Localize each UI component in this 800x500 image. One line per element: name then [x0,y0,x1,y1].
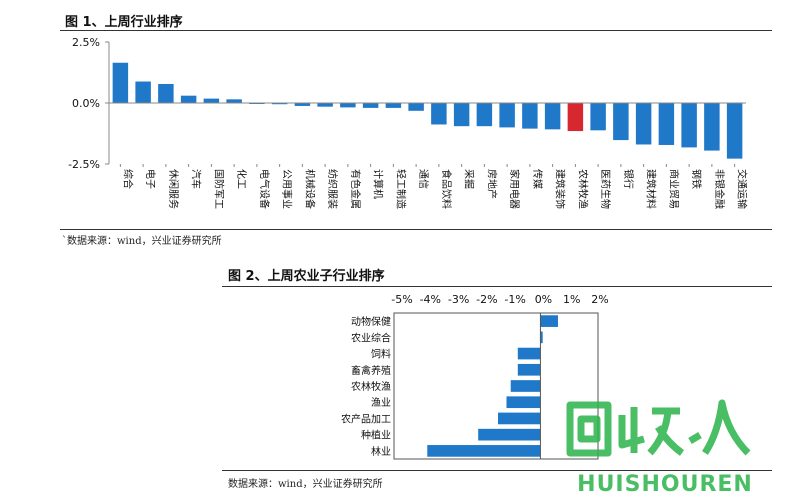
agri-subsector-chart: -5% -4% -3% -2% -1% 0% 1% 2% 动物保健农业综合饲料畜禽养殖农林牧渔渔… [341,293,609,460]
bar [112,62,129,103]
bar [658,103,675,145]
bar [135,81,151,103]
x-tick-label: 0% [535,293,552,306]
bar [498,412,541,425]
bar [522,103,538,129]
x-tick-label: 2% [591,293,608,306]
bar [180,95,197,103]
bar [385,103,402,108]
bar [203,98,220,103]
figure1-source: `数据来源：wind，兴业证券研究所 [62,236,222,247]
x-tick-label: 传媒 [531,169,543,189]
x-tick-label: 轻工制造 [394,169,407,209]
x-tick-label: 电气设备 [258,169,271,209]
x-tick-label: 建筑装饰 [554,169,567,209]
bar [590,103,606,131]
bar [340,103,356,108]
bar [681,103,697,148]
bar [517,347,541,360]
bar [317,103,333,107]
x-tick-label: -2% [476,293,497,306]
y-tick-label: 0.0% [72,97,100,110]
figure2-bottom-rule [222,470,772,471]
x-tick-label: 汽车 [190,169,203,189]
x-tick-label: 银行 [622,169,635,189]
bar [499,103,515,128]
x-tick-label: 医药生物 [599,169,612,209]
x-tick-label: 计算机 [372,169,385,199]
industry-ranking-chart: 2.5% 0.0% -2.5% 综合 电子 休闲服务 汽车 国防军工 化工 电气设备 公用事业 机械设… [68,36,749,209]
bar [408,103,424,111]
y-tick-label: 农业综合 [351,331,391,344]
x-tick-label: 公用事业 [281,169,294,209]
x-tick-label: 商业贸易 [667,169,680,209]
bar [476,103,493,127]
x-tick-label: -4% [420,293,441,306]
bar [510,380,541,392]
x-tick-label: 有色金属 [349,169,362,209]
figure1-top-rule [60,30,772,31]
x-tick-label: 农林牧渔 [576,169,589,209]
bar [427,445,541,457]
x-tick-label: 纺织服装 [326,169,339,209]
y-tick-label: 种植业 [361,429,391,442]
x-tick-label: -3% [448,293,469,306]
x-tick-label: 国防军工 [212,169,225,209]
x-tick-label: 休闲服务 [167,169,180,209]
plot-frame [393,312,599,460]
y-tick-label: 农林牧渔 [351,380,391,393]
bar [544,103,561,130]
y-tick-label: 动物保健 [351,315,391,328]
bar [517,363,541,376]
x-tick-label: 交通运输 [736,169,749,209]
x-tick-label: 家用电器 [508,169,521,209]
x-tick-label: 通信 [417,169,429,189]
x-tick-label: -1% [504,293,525,306]
x-tick-label: 房地产 [485,169,498,199]
bar [726,103,743,159]
bar [478,428,541,441]
x-tick-label: 非银金融 [713,169,726,209]
y-tick-label: 畜禽养殖 [351,364,391,377]
bar [453,103,470,127]
y-tick-label: 2.5% [72,36,100,49]
bar [635,103,652,145]
bar [431,103,447,125]
bar [362,103,379,108]
y-tick-label: 林业 [371,445,391,458]
figure1-bottom-rule [60,229,772,230]
x-tick-label: 建筑材料 [645,169,658,209]
figure1-title: 图 1、上周行业排序 [65,15,183,30]
bar [540,315,558,327]
y-tick-label: 农产品加工 [341,412,391,425]
bar [613,103,629,141]
huishouren-logo-watermark: HUISHOUREN [566,399,753,497]
bar [567,103,584,132]
x-tick-label: 钢铁 [690,169,703,189]
x-tick-label: 食品饮料 [440,169,453,209]
x-tick-label: 采掘 [463,169,476,189]
figure2-title: 图 2、上周农业子行业排序 [228,269,385,284]
bar [158,83,174,103]
x-tick-label: 综合 [121,169,134,189]
y-tick-label: 渔业 [371,397,391,409]
x-tick-label: 化工 [235,169,248,189]
x-tick-label: 1% [563,293,580,306]
bar [226,99,242,103]
x-tick-label: 机械设备 [303,169,316,209]
watermark-text: HUISHOUREN [577,472,753,497]
figure2-top-rule [222,286,772,287]
x-tick-label: 电子 [144,169,157,189]
x-tick-label: -5% [391,293,412,306]
y-tick-label: -2.5% [68,158,100,171]
bar [540,331,543,344]
y-tick-label: 饲料 [371,348,391,361]
bar [704,103,720,151]
bar [271,103,288,105]
bar [294,103,311,106]
figure2-source: 数据来源：wind，兴业证券研究所 [228,479,383,490]
bar [506,396,541,409]
